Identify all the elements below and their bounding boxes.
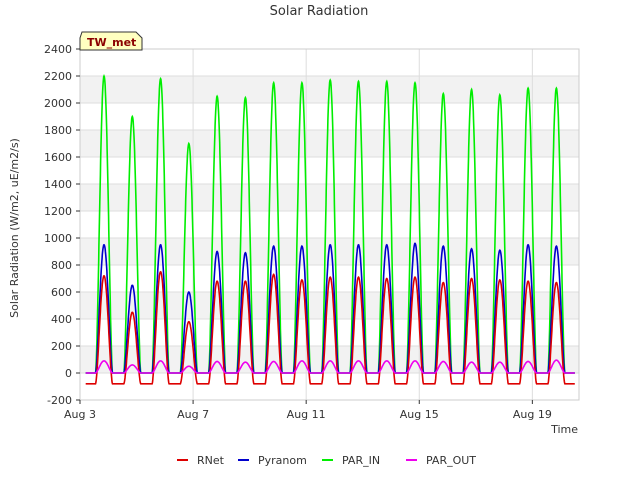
legend-label: Pyranom: [258, 454, 307, 467]
y-tick-label: 1000: [44, 232, 72, 245]
x-axis-ticks: Aug 3 Aug 7 Aug 11 Aug 15 Aug 19: [64, 400, 552, 421]
y-axis-ticks: -200 0 200 400 600 800 1000 1200 1400 1600 1800 200…: [44, 43, 80, 407]
series-line-par-out: [85, 359, 575, 374]
legend-label: PAR_IN: [342, 454, 380, 467]
y-tick-label: -200: [47, 394, 72, 407]
x-tick-label: Aug 11: [287, 408, 326, 421]
x-tick-label: Aug 19: [513, 408, 552, 421]
y-tick-label: 1600: [44, 151, 72, 164]
plot-frame: [79, 48, 580, 401]
y-tick-label: 600: [51, 286, 72, 299]
y-tick-label: 400: [51, 313, 72, 326]
series-line-par-in: [85, 73, 575, 374]
site-badge-label: TW_met: [87, 36, 136, 49]
y-tick-label: 0: [65, 367, 72, 380]
y-tick-label: 2400: [44, 43, 72, 56]
background-band: [80, 346, 579, 373]
chart-title: Solar Radiation: [270, 4, 369, 19]
x-tick-label: Aug 7: [177, 408, 209, 421]
series-lines: [85, 73, 575, 385]
x-tick-label: Aug 3: [64, 408, 96, 421]
y-tick-label: 2000: [44, 97, 72, 110]
y-axis-label: Solar Radiation (W/m2, uE/m2/s): [8, 138, 21, 318]
background-band: [80, 130, 579, 157]
x-tick-label: Aug 15: [400, 408, 439, 421]
series-line-rnet: [85, 270, 575, 385]
y-tick-label: 1400: [44, 178, 72, 191]
y-tick-label: 200: [51, 340, 72, 353]
site-badge: TW_met: [79, 31, 143, 51]
y-tick-label: 1200: [44, 205, 72, 218]
series-line-pyranom: [85, 242, 575, 374]
y-tick-label: 1800: [44, 124, 72, 137]
y-tick-label: 800: [51, 259, 72, 272]
legend: RNet Pyranom PAR_IN PAR_OUT: [177, 454, 476, 467]
legend-label: RNet: [197, 454, 225, 467]
legend-label: PAR_OUT: [426, 454, 476, 467]
site-badge-box: [79, 31, 143, 51]
x-axis-label: Time: [550, 423, 578, 436]
y-tick-label: 2200: [44, 70, 72, 83]
